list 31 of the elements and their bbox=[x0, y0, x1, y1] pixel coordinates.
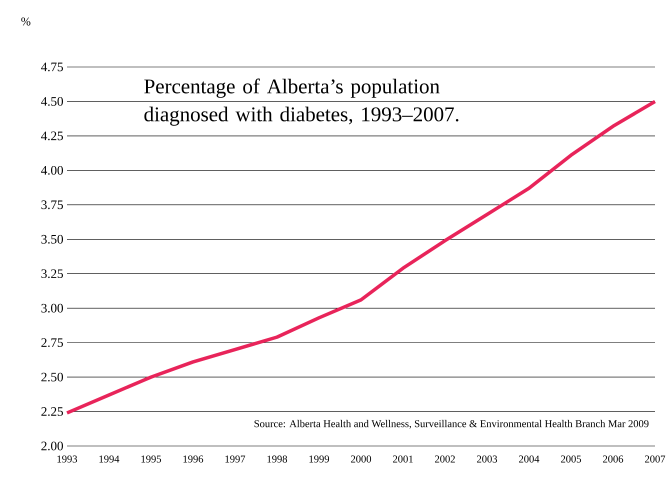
y-tick-label: 2.75 bbox=[41, 338, 63, 348]
x-tick-label: 2006 bbox=[603, 456, 624, 463]
x-tick-label: 2002 bbox=[434, 456, 455, 463]
line-series bbox=[65, 100, 657, 415]
y-tick-label: 4.25 bbox=[41, 132, 63, 140]
y-tick-label: 3.50 bbox=[41, 234, 63, 244]
x-tick-label: 1996 bbox=[183, 456, 204, 463]
y-axis-title: % bbox=[21, 17, 30, 26]
x-tick-label: 2004 bbox=[518, 456, 540, 463]
y-tick-label: 2.50 bbox=[41, 372, 63, 382]
annotation: Source: Alberta Health and Wellness, Surveillance & Environmental Health Branch Mar 2009 bbox=[254, 420, 649, 429]
y-tick-label: 4.50 bbox=[41, 97, 63, 106]
x-tick-label: 1994 bbox=[99, 456, 120, 463]
x-tick-label: 1993 bbox=[57, 456, 78, 463]
x-tick-label: 2003 bbox=[476, 456, 498, 463]
y-tick-label: 3.75 bbox=[41, 200, 63, 210]
y-tick-label: 3.00 bbox=[41, 304, 63, 313]
x-tick-label: 1997 bbox=[225, 456, 246, 463]
y-tick-label: 4.00 bbox=[41, 166, 63, 175]
y-tick-label: 2.00 bbox=[41, 442, 63, 450]
y-tick-label: 3.25 bbox=[41, 269, 63, 278]
x-tick-label: 1999 bbox=[309, 456, 330, 463]
y-tick-label: 4.75 bbox=[41, 62, 63, 72]
x-tick-label: 1995 bbox=[141, 456, 162, 463]
x-tick-label: 1998 bbox=[267, 456, 288, 463]
text: Percentage of Alberta’s population diagnosed with diabetes, 1993–2007. bbox=[144, 78, 458, 126]
y-tick-label: 2.25 bbox=[41, 407, 63, 416]
x-tick-label: 2000 bbox=[350, 456, 372, 463]
x-tick-label: 2005 bbox=[561, 456, 582, 463]
x-tick-label: 2007 bbox=[645, 456, 666, 463]
x-tick-label: 2001 bbox=[392, 456, 413, 463]
